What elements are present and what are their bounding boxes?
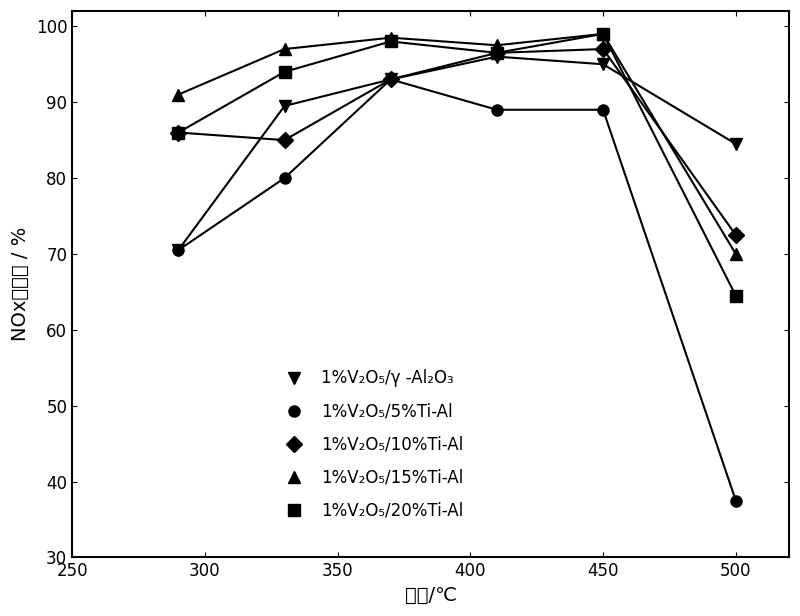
Y-axis label: NOx去除率 / %: NOx去除率 / % <box>11 227 30 341</box>
X-axis label: 温度/℃: 温度/℃ <box>405 586 457 605</box>
Legend: 1%V₂O₅/γ -Al₂O₃, 1%V₂O₅/5%Ti-Al, 1%V₂O₅/10%Ti-Al, 1%V₂O₅/15%Ti-Al, 1%V₂O₅/20%Ti-: 1%V₂O₅/γ -Al₂O₃, 1%V₂O₅/5%Ti-Al, 1%V₂O₅/… <box>274 356 476 533</box>
